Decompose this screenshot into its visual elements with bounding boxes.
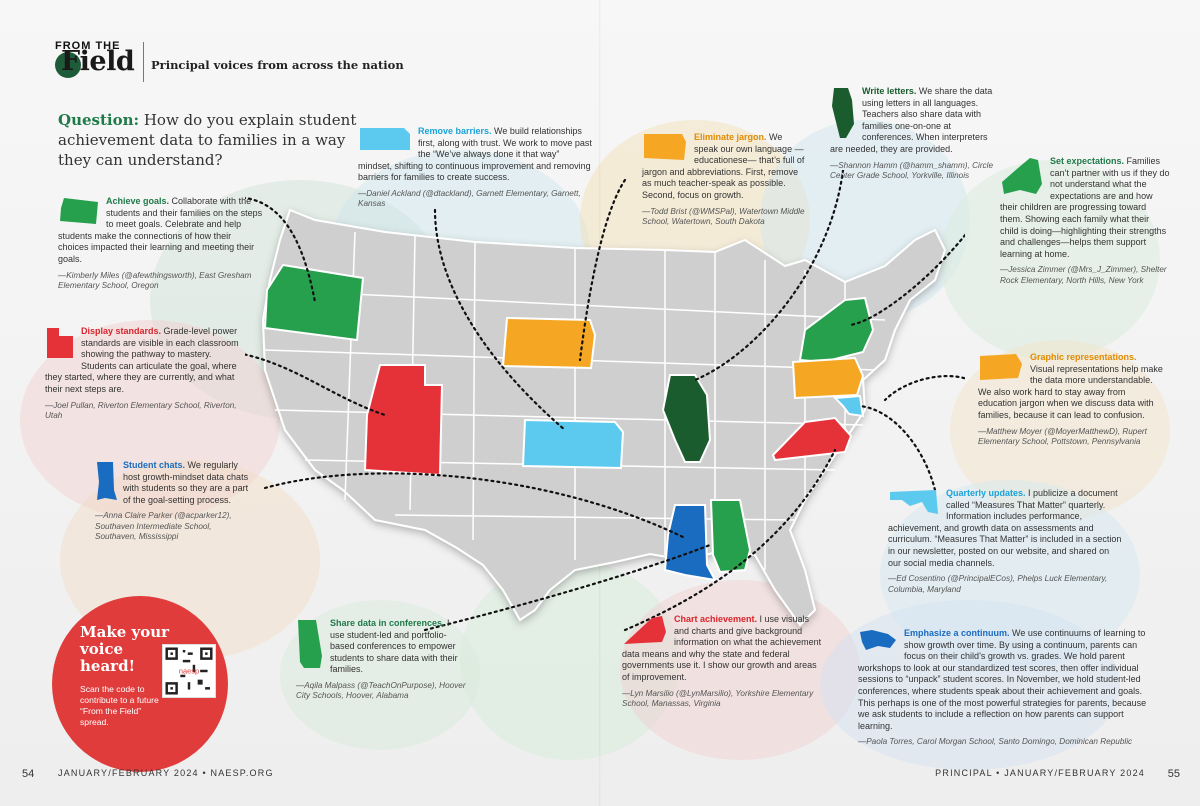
state-illinois [661, 374, 712, 463]
connector-lines [245, 170, 965, 632]
card-lead: Write letters. [862, 86, 917, 96]
card-body: Families can’t partner with us if they d… [1000, 156, 1170, 259]
card-body: We use continuums of learning to show gr… [858, 628, 1147, 731]
card-lead: Eliminate jargon. [694, 132, 767, 142]
state-mississippi [663, 504, 717, 582]
card-attribution: —Aqila Malpass (@TeachOnPurpose), Hoover… [296, 680, 466, 701]
bg-blob [620, 580, 860, 760]
card-lead: Emphasize a continuum. [904, 628, 1010, 638]
alabama-state-icon [298, 620, 322, 668]
section-header: FROM THE Field Principal voices from acr… [55, 40, 404, 90]
card-utah: Display standards. Grade-level power sta… [45, 326, 245, 422]
card-mississippi: Student chats. We regularly host growth-… [95, 460, 255, 543]
card-body: We share the data using letters in all l… [830, 86, 993, 154]
tagline: Principal voices from across the nation [151, 58, 404, 72]
state-utah [363, 364, 444, 477]
divider [143, 42, 144, 82]
bg-blob [460, 560, 680, 760]
kicker: FROM THE [55, 40, 121, 52]
card-lead: Quarterly updates. [946, 488, 1026, 498]
question: Question: How do you explain student ach… [58, 110, 358, 170]
virginia-state-icon [624, 616, 666, 644]
oregon-state-icon [60, 198, 98, 224]
card-oregon: Achieve goals. Collaborate with the stud… [58, 196, 263, 292]
card-lead: Display standards. [81, 326, 162, 336]
new-york-state-icon [1002, 158, 1042, 194]
page-number-left: 54 [22, 768, 35, 780]
callout-body: Scan the code to contribute to a future … [80, 684, 159, 727]
kansas-state-icon [360, 128, 410, 150]
maryland-state-icon [890, 490, 938, 514]
mississippi-state-icon [97, 462, 117, 500]
card-lead: Graphic representations. [1030, 352, 1137, 362]
card-attribution: —Lyn Marsilio (@LynMarsilio), Yorkshire … [622, 688, 814, 709]
card-attribution: —Kimberly Miles (@afewthingsworth), East… [58, 270, 252, 291]
card-lead: Chart achievement. [674, 614, 758, 624]
card-body: I publicize a document called “Measures … [888, 488, 1122, 568]
state-virginia [771, 416, 853, 462]
card-body: I use student-led and portfolio-based co… [330, 618, 458, 675]
footer-right: PRINCIPAL • JANUARY/FEBRUARY 2024 [935, 768, 1145, 778]
utah-state-icon [47, 328, 73, 358]
card-attribution: —Ed Cosentino (@PrincipalECos), Phelps L… [888, 574, 1108, 594]
card-illinois: Write letters. We share the data using l… [830, 86, 995, 182]
illinois-state-icon [832, 88, 854, 138]
card-body: We regularly host growth-mindset data ch… [123, 460, 249, 505]
qr-label: naesp [179, 666, 199, 675]
card-body: We build relationships first, along with… [358, 126, 592, 183]
card-attribution: —Jessica Zimmer (@Mrs_J_Zimmer), Shelter… [1000, 265, 1167, 285]
logo-word: Field [61, 46, 135, 77]
card-alabama: Share data in conferences. I use student… [296, 618, 466, 702]
us-landmass [261, 208, 947, 627]
card-body: Grade-level power standards are visible … [45, 326, 239, 394]
card-new-york: Set expectations. Families can’t partner… [1000, 156, 1170, 286]
card-virginia: Chart achievement. I use visuals and cha… [622, 614, 822, 710]
card-body: Visual representations help make the dat… [978, 363, 1163, 420]
card-lead: Remove barriers. [418, 126, 492, 136]
card-lead: Student chats. [123, 460, 186, 470]
callout-title: Make your voice heard! [80, 623, 170, 675]
card-attribution: —Daniel Ackland (@dtackland), Garnett El… [358, 188, 581, 209]
bg-blob [880, 480, 1140, 670]
qr-code-icon: naesp [163, 645, 215, 697]
logo-circle [55, 52, 81, 78]
dominican-republic-icon [860, 630, 896, 650]
state-south-dakota [501, 316, 597, 370]
card-south-dakota: Eliminate jargon. We speak our own langu… [642, 132, 807, 228]
card-attribution: —Anna Claire Parker (@acparker12), South… [95, 511, 232, 542]
question-label: Question: [58, 111, 140, 129]
bg-blob [820, 600, 1120, 770]
state-alabama [709, 499, 752, 574]
footer-left: JANUARY/FEBRUARY 2024 • NAESP.ORG [58, 768, 274, 778]
card-attribution: —Paola Torres, Carol Morgan School, Sant… [858, 737, 1133, 747]
card-maryland: Quarterly updates. I publicize a documen… [888, 488, 1123, 595]
card-kansas: Remove barriers. We build relationships … [358, 126, 593, 210]
page-number-right: 55 [1167, 768, 1180, 780]
card-attribution: —Todd Brist (@WMSPal), Watertown Middle … [642, 206, 805, 227]
pennsylvania-state-icon [980, 354, 1022, 380]
south-dakota-state-icon [644, 134, 686, 160]
voice-heard-callout: Make your voice heard! Scan the code to … [52, 596, 228, 772]
card-lead: Share data in conferences. [330, 618, 445, 628]
card-lead: Set expectations. [1050, 156, 1125, 166]
question-text: How do you explain student achievement d… [58, 111, 357, 169]
card-attribution: —Shannon Hamm (@hamm_shamm), Circle Cent… [830, 160, 994, 181]
qr-code[interactable]: naesp [162, 644, 216, 698]
card-attribution: —Joel Pullan, Riverton Elementary School… [45, 400, 237, 421]
card-attribution: —Matthew Moyer (@MoyerMatthewD), Rupert … [978, 426, 1147, 447]
state-maryland [832, 394, 865, 418]
state-oregon [263, 263, 365, 342]
card-body: We speak our own language —educationese—… [642, 132, 805, 200]
card-pennsylvania: Graphic representations. Visual represen… [978, 352, 1163, 448]
card-lead: Achieve goals. [106, 196, 170, 206]
card-dominican: Emphasize a continuum. We use continuums… [858, 628, 1158, 748]
us-map [245, 170, 965, 632]
card-body: I use visuals and charts and give backgr… [622, 614, 822, 682]
state-pennsylvania [791, 356, 865, 400]
bg-blob [940, 160, 1160, 360]
card-body: Collaborate with the students and their … [58, 196, 263, 264]
state-kansas [521, 418, 625, 470]
